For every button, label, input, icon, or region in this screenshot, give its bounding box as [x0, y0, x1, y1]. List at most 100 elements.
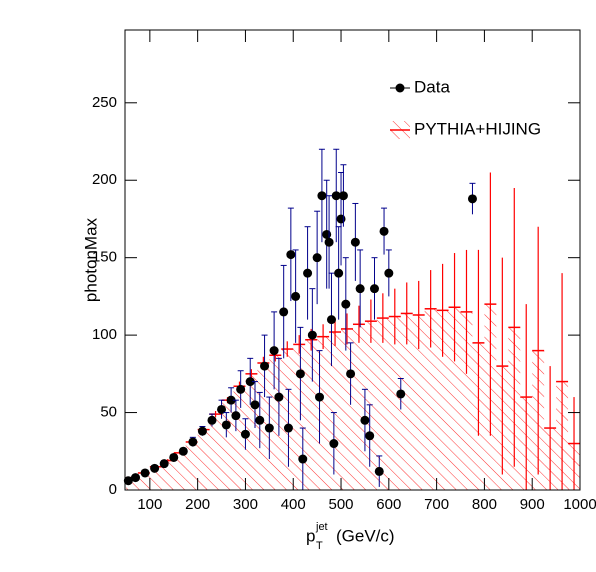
hist-bar	[161, 460, 174, 490]
data-point	[255, 415, 265, 425]
hist-bar	[257, 362, 270, 490]
data-point	[379, 226, 389, 236]
hist-bar	[400, 313, 413, 490]
y-tick-label: 200	[92, 171, 117, 188]
hist-bar	[149, 466, 162, 490]
x-title-sub: T	[316, 540, 323, 552]
hist-bar	[317, 336, 330, 490]
data-point	[295, 369, 305, 379]
data-point	[283, 423, 293, 433]
data-point	[369, 284, 379, 294]
hist-bar	[209, 414, 222, 490]
data-point	[360, 415, 370, 425]
data-point	[315, 392, 325, 402]
data-point	[221, 420, 231, 430]
hist-bar	[388, 316, 401, 490]
data-point	[467, 194, 477, 204]
data-point	[217, 404, 227, 414]
data-point	[279, 307, 289, 317]
data-point	[207, 415, 217, 425]
data-point	[346, 369, 356, 379]
data-point	[269, 346, 279, 356]
x-title-sup: jet	[315, 521, 328, 533]
hist-bar	[197, 429, 210, 490]
x-tick-label: 300	[233, 496, 258, 513]
data-point	[286, 250, 296, 260]
data-point	[336, 214, 346, 224]
data-point	[260, 361, 270, 371]
data-point	[298, 454, 308, 464]
hist-bar	[173, 452, 186, 490]
data-point	[274, 392, 284, 402]
x-tick-label: 1000	[563, 496, 596, 513]
data-point	[329, 439, 339, 449]
y-tick-label: 250	[92, 94, 117, 111]
x-tick-label: 800	[472, 496, 497, 513]
x-tick-label: 700	[424, 496, 449, 513]
hist-bar	[448, 307, 461, 490]
x-tick-label: 200	[185, 496, 210, 513]
hist-bar	[424, 308, 437, 490]
legend-data-marker	[395, 83, 405, 93]
hist-bar	[233, 386, 246, 490]
data-point	[264, 423, 274, 433]
y-tick-label: 0	[109, 481, 117, 498]
x-tick-label: 500	[329, 496, 354, 513]
data-point	[350, 237, 360, 247]
data-point	[131, 473, 141, 483]
data-point	[150, 463, 160, 473]
data-point	[374, 466, 384, 476]
data-point	[355, 284, 365, 294]
hist-bar	[305, 339, 318, 490]
data-point	[231, 411, 241, 421]
data-point	[240, 429, 250, 439]
data-point	[384, 268, 394, 278]
data-point	[236, 384, 246, 394]
hist-bar	[185, 441, 198, 490]
data-point	[317, 191, 327, 201]
data-point	[341, 299, 351, 309]
data-point	[178, 446, 188, 456]
x-title-unit: (GeV/c)	[336, 526, 395, 545]
x-tick-label: 400	[281, 496, 306, 513]
data-point	[169, 452, 179, 462]
data-point	[188, 437, 198, 447]
legend-label: Data	[414, 77, 450, 96]
x-tick-label: 100	[137, 496, 162, 513]
y-tick-label: 100	[92, 326, 117, 343]
hist-bar	[293, 344, 306, 490]
data-point	[245, 377, 255, 387]
hist-bar	[245, 373, 258, 490]
data-point	[250, 400, 260, 410]
x-axis-title: p T jet (GeV/c)	[306, 521, 395, 552]
data-point	[291, 291, 301, 301]
hist-bar	[341, 328, 353, 490]
data-point	[331, 191, 341, 201]
hist-bar	[364, 321, 377, 490]
plot-frame	[124, 29, 581, 491]
x-tick-label: 900	[520, 496, 545, 513]
hist-bar	[352, 324, 365, 490]
legend-label: PYTHIA+HIJING	[414, 119, 541, 138]
data-point	[312, 253, 322, 263]
data-point	[140, 468, 150, 478]
data-point	[123, 476, 133, 486]
data-point	[307, 330, 317, 340]
x-tick-label: 600	[376, 496, 401, 513]
x-title-base: p	[306, 526, 315, 545]
data-point	[334, 268, 344, 278]
y-tick-label: 50	[100, 404, 117, 421]
hist-bar	[412, 314, 425, 490]
data-point	[197, 426, 207, 436]
hist-bar	[376, 318, 389, 490]
hist-bar	[137, 472, 150, 490]
y-tick-label: 150	[92, 249, 117, 266]
data-point	[365, 431, 375, 441]
data-point	[396, 389, 406, 399]
hist-bar	[221, 400, 234, 490]
data-point	[338, 191, 348, 201]
data-point	[159, 459, 169, 469]
hist-bar	[460, 311, 473, 490]
data-point	[322, 229, 332, 239]
